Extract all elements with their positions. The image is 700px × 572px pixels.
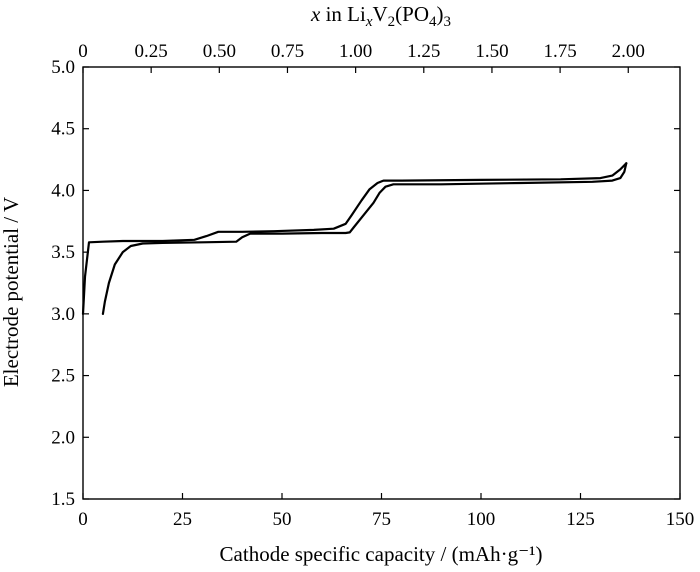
x-tick-label: 0 (78, 509, 88, 530)
top-x-tick-label: 0.50 (203, 41, 236, 62)
x-tick-label: 25 (173, 509, 192, 530)
y-tick-label: 3.0 (51, 304, 75, 325)
top-x-tick-label: 1.75 (543, 41, 576, 62)
discharge-curve (101, 162, 628, 315)
y-tick-label: 4.0 (51, 180, 75, 201)
y-tick-label: 3.5 (51, 242, 75, 263)
y-tick-label: 1.5 (51, 489, 75, 510)
y-tick-label: 4.5 (51, 119, 75, 140)
x-axis-title: Cathode specific capacity / (mAh·g⁻¹) (220, 542, 543, 566)
top-x-tick-label: 1.00 (339, 41, 372, 62)
top-x-tick-label: 0 (78, 41, 88, 62)
charge-curve (81, 162, 628, 315)
curves-layer (81, 162, 628, 315)
top-x-tick-label: 0.25 (135, 41, 168, 62)
top-x-tick-label: 1.25 (407, 41, 440, 62)
x-tick-label: 75 (372, 509, 391, 530)
x-tick-label: 125 (566, 509, 595, 530)
x-tick-label: 150 (666, 509, 695, 530)
plot-frame (82, 66, 681, 500)
axes-layer: 0 25 50 75 100 125 150 0 0.25 0.50 0.75 1.00 1.25 1.5… (51, 41, 694, 530)
top-x-tick-label: 1.50 (475, 41, 508, 62)
y-axis-title: Electrode potential / V (0, 197, 23, 387)
top-x-tick-label: 0.75 (271, 41, 304, 62)
top-axis-title: x in LixV2(PO4)3 (310, 2, 451, 30)
top-x-tick-label: 2.00 (612, 41, 645, 62)
x-tick-label: 100 (467, 509, 496, 530)
y-tick-label: 2.5 (51, 366, 75, 387)
x-tick-label: 50 (273, 509, 292, 530)
y-tick-label: 2.0 (51, 427, 75, 448)
y-tick-label: 5.0 (51, 57, 75, 78)
